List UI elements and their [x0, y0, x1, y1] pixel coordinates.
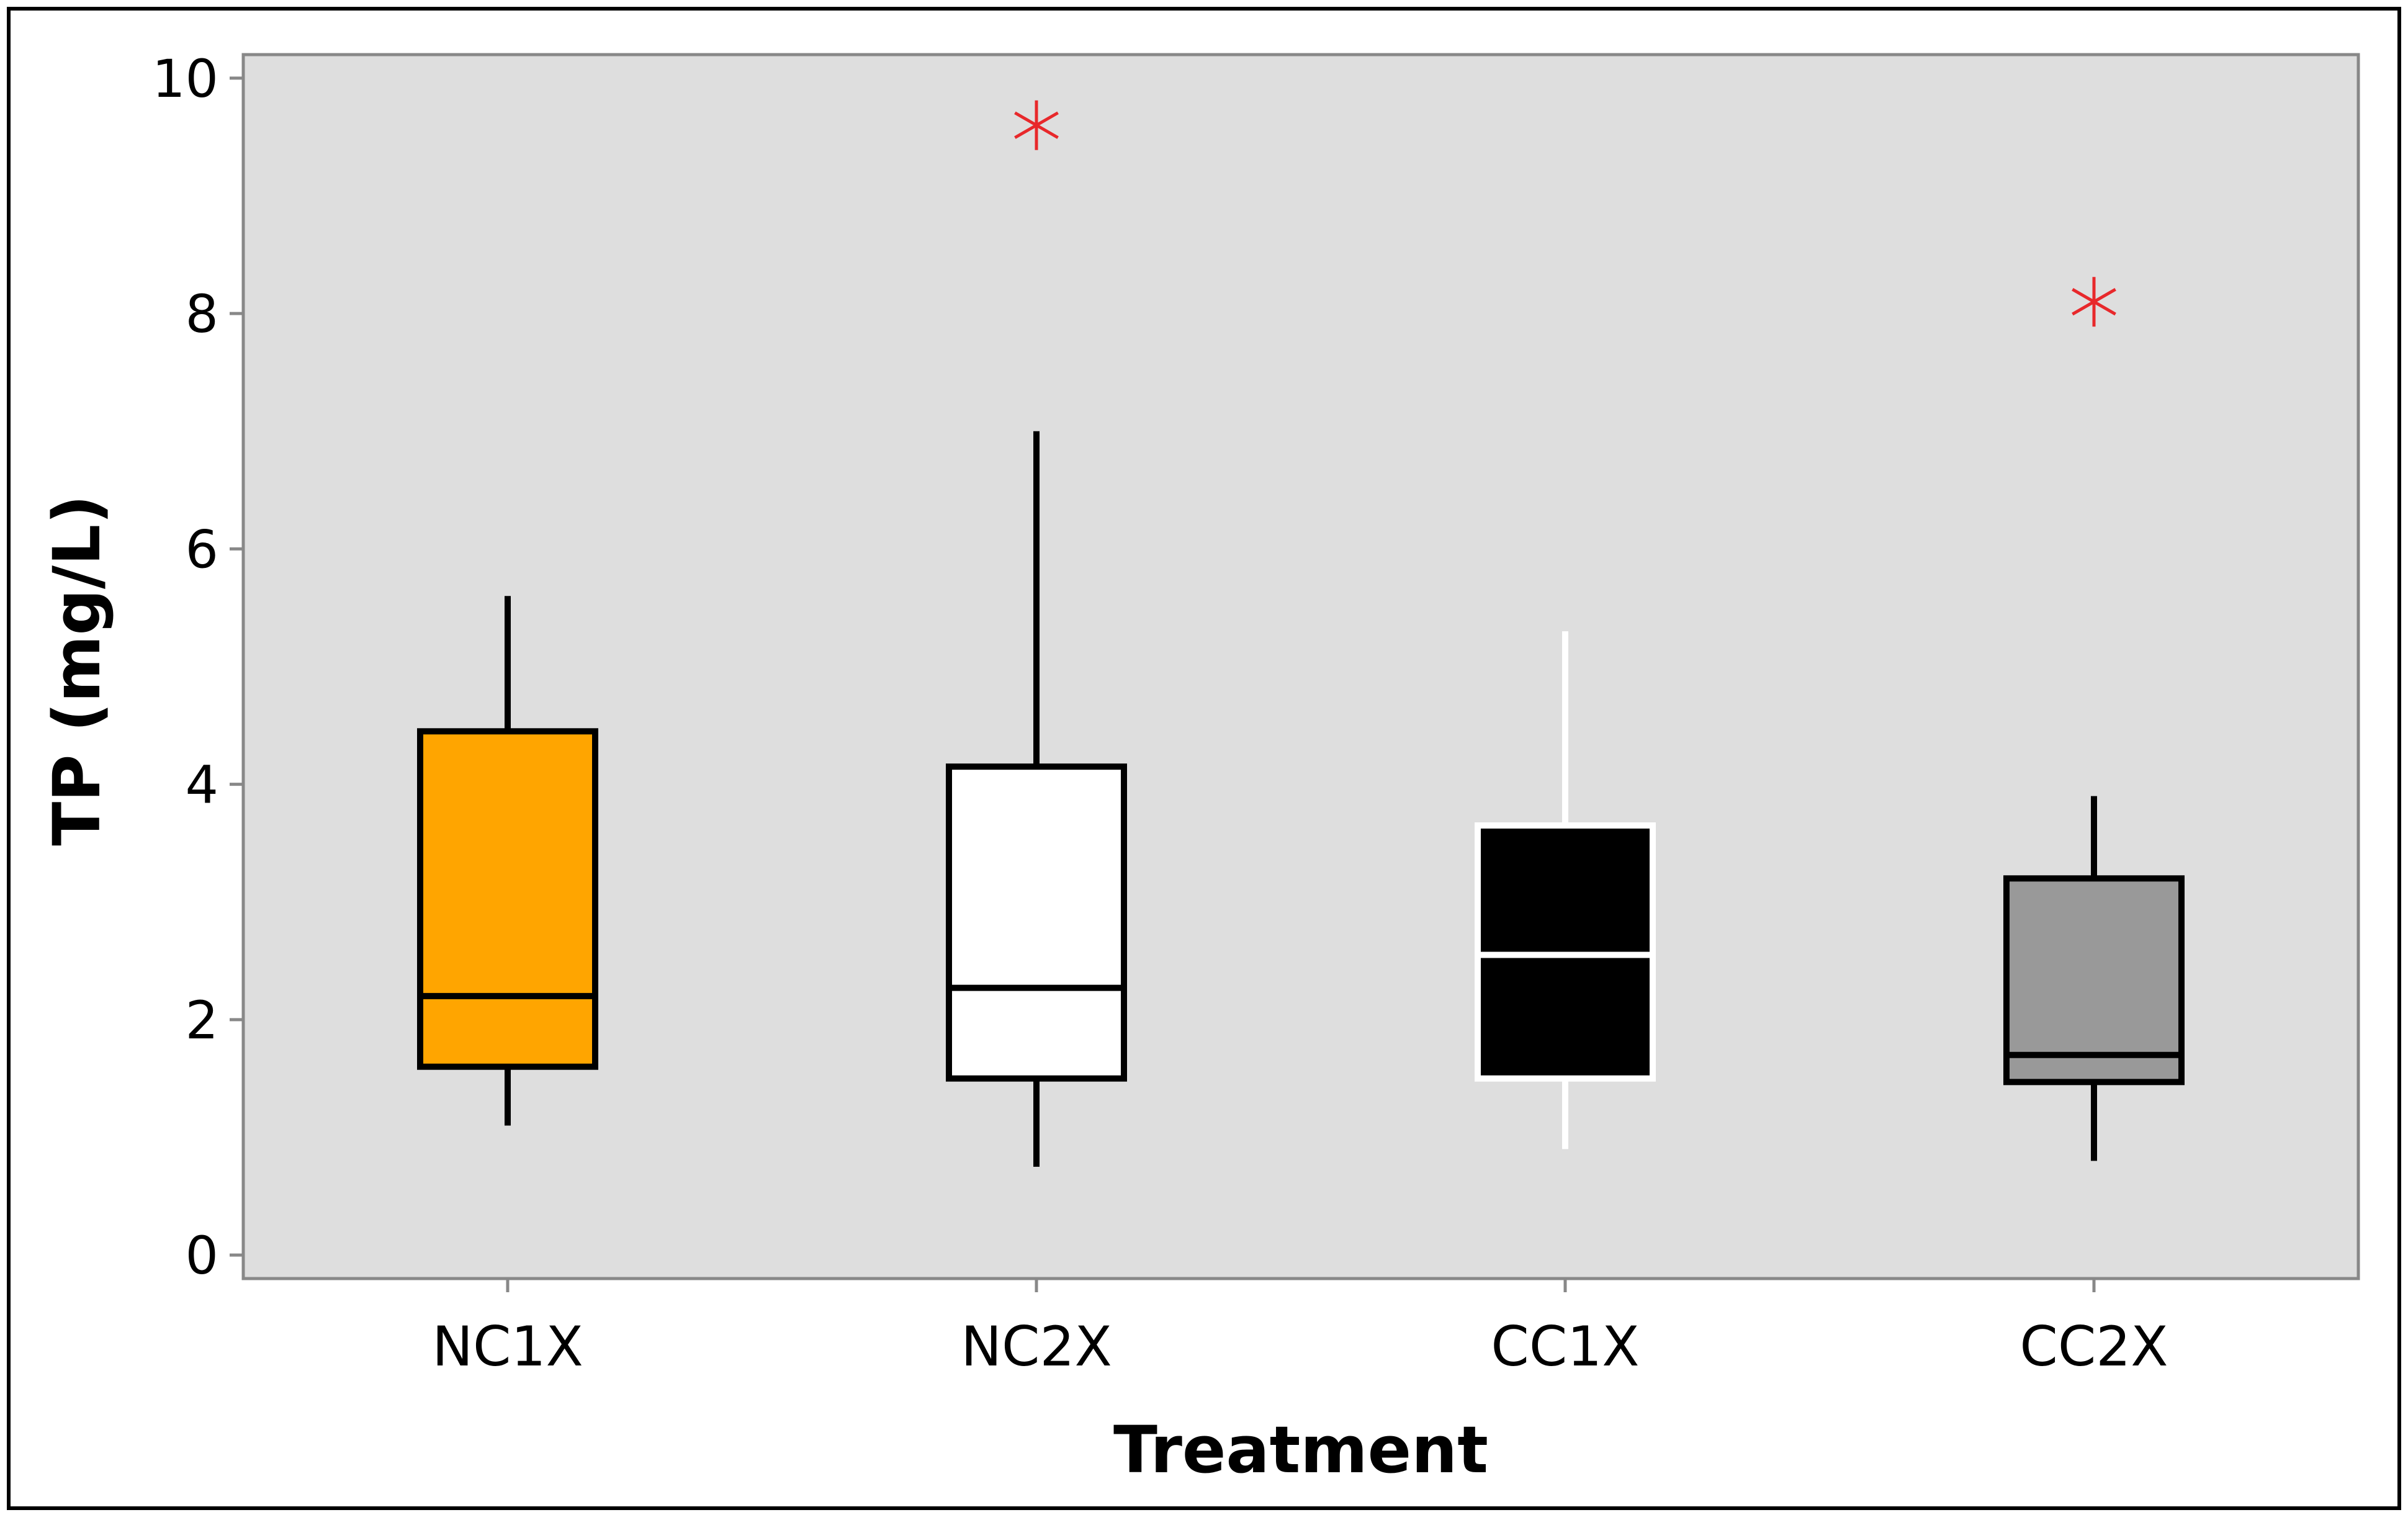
x-axis-label: Treatment: [1113, 1412, 1488, 1488]
y-tick-label: 2: [186, 990, 218, 1051]
iqr-box: [946, 763, 1127, 1082]
x-tick-label: CC1X: [1491, 1315, 1639, 1378]
y-tick-label: 6: [186, 519, 218, 580]
y-tick-label: 4: [186, 755, 218, 816]
outlier-stroke: [2072, 288, 2116, 316]
x-tick-label: NC1X: [432, 1315, 583, 1378]
iqr-box: [2003, 875, 2185, 1086]
x-tick-label: CC2X: [2019, 1315, 2168, 1378]
box-nc2x: [946, 100, 1127, 1167]
y-tick-label: 8: [186, 284, 218, 344]
outlier-stroke: [1014, 111, 1059, 139]
y-tick-label: 10: [152, 48, 218, 109]
outlier-marker: [1014, 100, 1059, 150]
y-axis: 0 2 4 6 8 10: [152, 48, 243, 1286]
y-axis-label: TP (mg/L): [39, 495, 115, 846]
box-cc1x: [1475, 631, 1656, 1149]
outlier-marker: [2072, 277, 2116, 327]
x-axis: NC1X NC2X CC1X CC2X: [432, 1279, 2168, 1378]
box-nc1x: [417, 596, 598, 1126]
y-tick-label: 0: [186, 1225, 218, 1286]
iqr-box: [417, 728, 598, 1070]
box-cc2x: [2003, 277, 2185, 1161]
plot-area: [241, 53, 2360, 1280]
x-tick-label: NC2X: [961, 1315, 1112, 1378]
box-series: [417, 100, 2185, 1167]
